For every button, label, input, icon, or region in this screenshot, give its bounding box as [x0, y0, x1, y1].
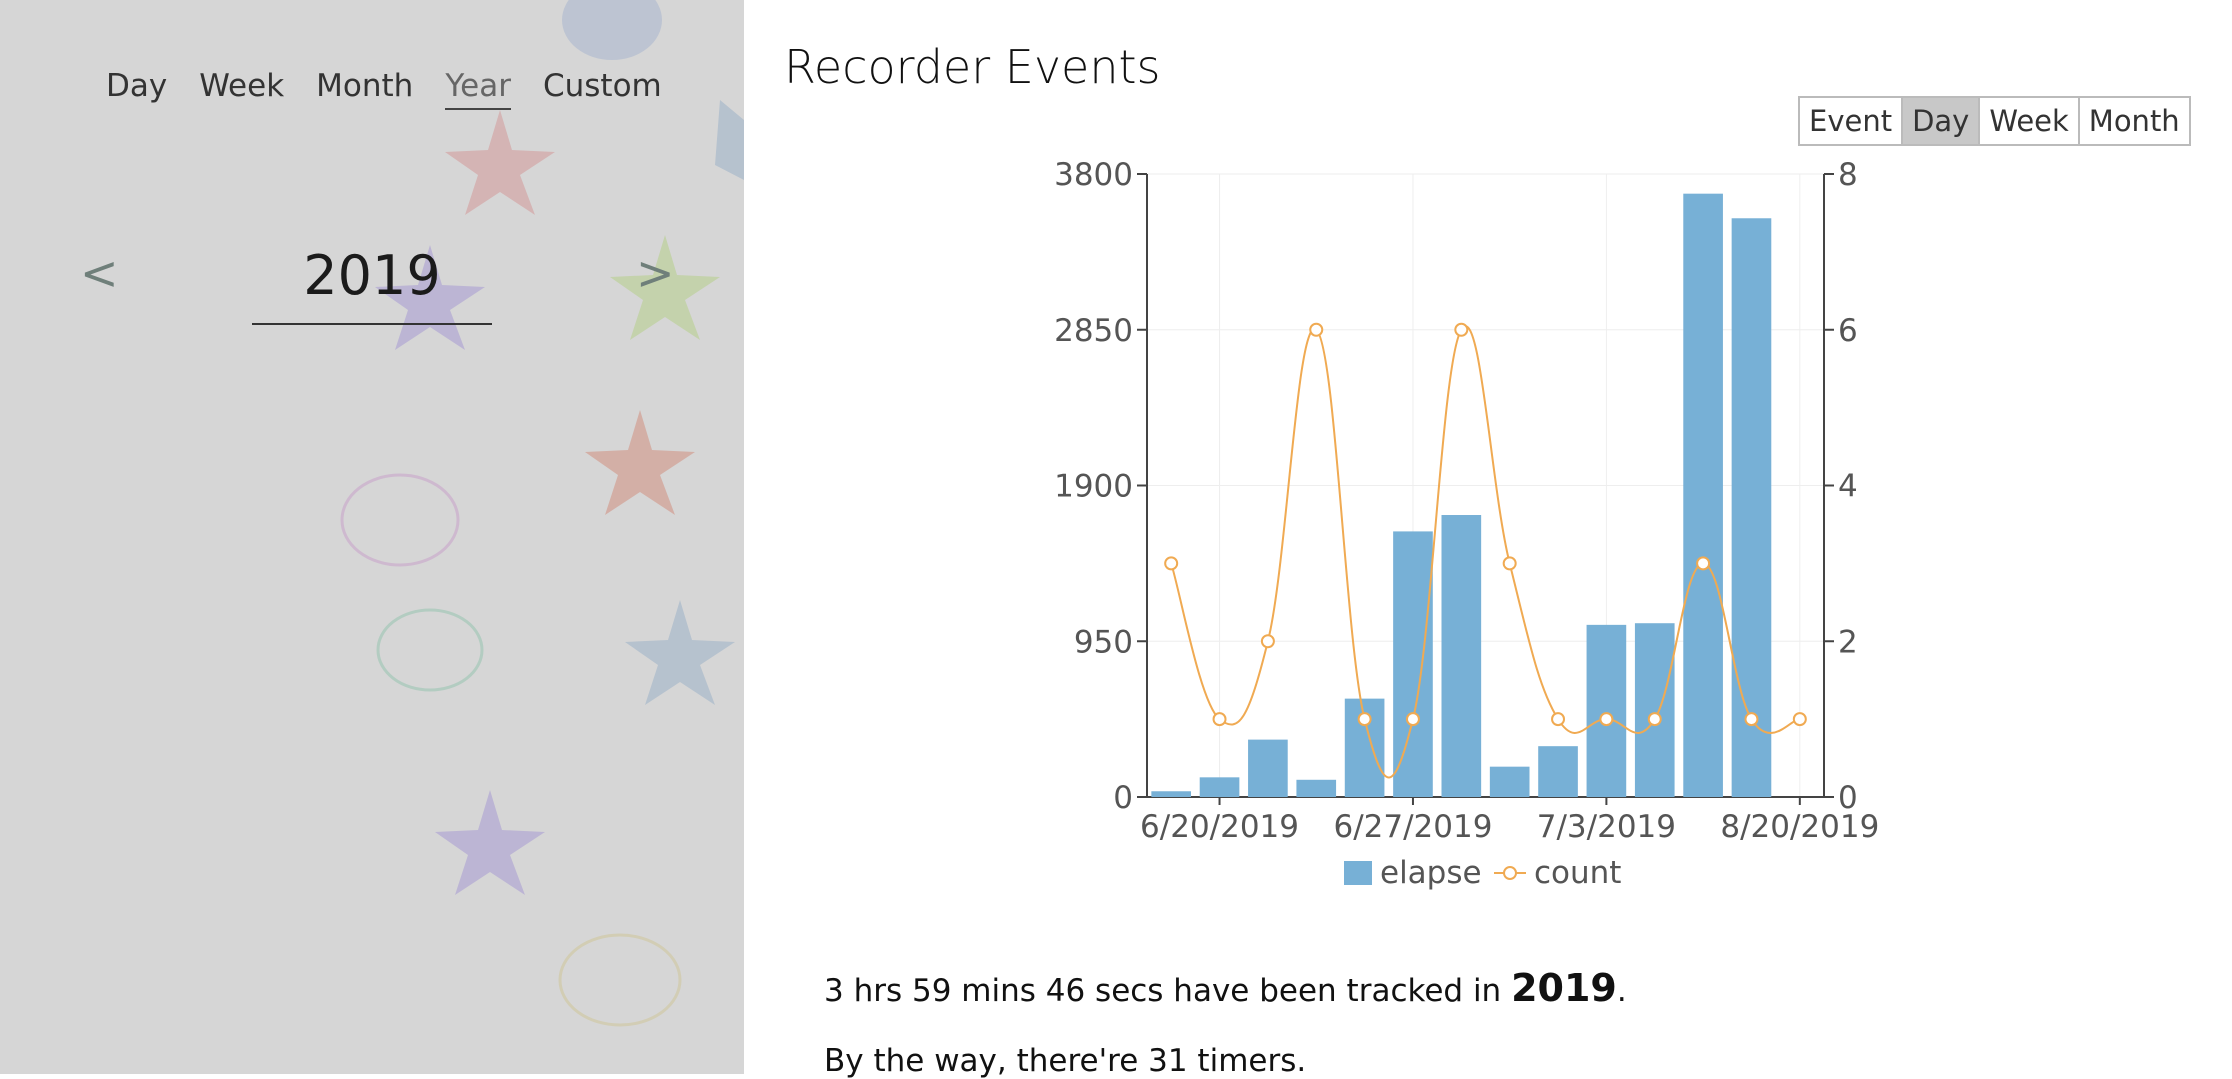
jellyfish-icon: [558, 933, 682, 1027]
x-tick-label: 7/3/2019: [1537, 809, 1676, 845]
elapse-bar: [1538, 746, 1578, 797]
summary-year: 2019: [1511, 966, 1617, 1010]
y-right-tick-label: 6: [1838, 313, 1858, 349]
elapse-bar: [1683, 193, 1723, 797]
granularity-week-button[interactable]: Week: [1980, 98, 2080, 144]
period-tab-custom[interactable]: Custom: [542, 68, 662, 104]
y-left-tick-label: 3800: [1054, 157, 1133, 193]
elapse-bar: [1199, 777, 1240, 797]
y-left-tick-label: 2850: [1054, 313, 1133, 349]
count-point: [1454, 322, 1469, 337]
granularity-day-button[interactable]: Day: [1903, 98, 1981, 144]
elapse-bar: [1248, 739, 1288, 797]
period-tab-day[interactable]: Day: [106, 68, 168, 104]
count-point: [1647, 712, 1662, 727]
count-point: [1599, 712, 1614, 727]
count-point: [1405, 712, 1420, 727]
y-left-tick-label: 0: [1113, 780, 1133, 816]
starfish-icon: [625, 600, 735, 705]
count-point: [1260, 634, 1275, 649]
y-right-tick-label: 0: [1838, 780, 1858, 816]
period-tab-week[interactable]: Week: [199, 68, 285, 104]
legend-count-marker: [1503, 866, 1517, 880]
x-tick-label: 6/20/2019: [1140, 809, 1299, 845]
count-point: [1164, 556, 1179, 571]
legend-elapse-swatch: [1344, 861, 1372, 885]
summary-prefix: 3 hrs 59 mins 46 secs have been tracked …: [824, 973, 1512, 1009]
y-right-tick-label: 8: [1838, 157, 1858, 193]
count-line: [1170, 325, 1801, 779]
timers-count-text: By the way, there're 31 timers.: [824, 1043, 1307, 1079]
period-tabs: Day Week Month Year Custom: [106, 68, 694, 110]
period-tab-year[interactable]: Year: [445, 68, 511, 110]
legend-elapse-label: elapse: [1380, 855, 1482, 891]
elapse-bar: [1731, 218, 1772, 797]
count-point: [1792, 712, 1807, 727]
count-point: [1551, 712, 1566, 727]
main-panel: Recorder Events Event Day Week Month 380…: [744, 0, 2232, 1079]
y-left-tick-label: 950: [1074, 624, 1133, 660]
jellyfish-icon: [376, 608, 484, 692]
page-title: Recorder Events: [784, 40, 1161, 94]
left-panel: Day Week Month Year Custom < 2019 >: [0, 0, 744, 1074]
count-point: [1696, 556, 1711, 571]
legend-count-label: count: [1534, 855, 1621, 891]
next-year-button[interactable]: >: [636, 246, 675, 300]
y-right-tick-label: 2: [1838, 624, 1858, 660]
count-point: [1502, 556, 1517, 571]
count-point: [1212, 712, 1227, 727]
starfish-icon: [585, 410, 695, 515]
jellyfish-icon: [562, 0, 662, 60]
starfish-icon: [610, 235, 720, 340]
elapse-bar: [1586, 624, 1627, 797]
starfish-icon: [445, 110, 555, 215]
elapse-bar: [1393, 531, 1433, 797]
sea-creature-background: [340, 0, 744, 1027]
elapse-bar: [1634, 623, 1675, 797]
starfish-icon: [375, 245, 485, 350]
count-point: [1357, 712, 1372, 727]
y-right-tick-label: 4: [1838, 469, 1858, 505]
granularity-event-button[interactable]: Event: [1800, 98, 1904, 144]
granularity-month-button[interactable]: Month: [2079, 98, 2189, 144]
summary-suffix: .: [1616, 973, 1627, 1009]
elapse-bar: [1151, 791, 1192, 797]
granularity-toggle: Event Day Week Month: [1798, 96, 2191, 146]
count-point: [1309, 322, 1324, 337]
y-left-tick-label: 1900: [1054, 469, 1133, 505]
period-tab-month[interactable]: Month: [316, 68, 414, 104]
elapse-bar: [1296, 779, 1337, 797]
starfish-icon: [435, 790, 545, 895]
x-tick-label: 6/27/2019: [1333, 809, 1492, 845]
jellyfish-icon: [340, 473, 460, 567]
elapse-bar: [1489, 766, 1530, 797]
tracked-summary: 3 hrs 59 mins 46 secs have been tracked …: [824, 966, 1627, 1010]
x-tick-label: 8/20/2019: [1720, 809, 1879, 845]
previous-year-button[interactable]: <: [80, 246, 119, 300]
year-input[interactable]: 2019: [252, 244, 492, 325]
count-point: [1744, 712, 1759, 727]
elapse-bar: [1441, 515, 1482, 797]
